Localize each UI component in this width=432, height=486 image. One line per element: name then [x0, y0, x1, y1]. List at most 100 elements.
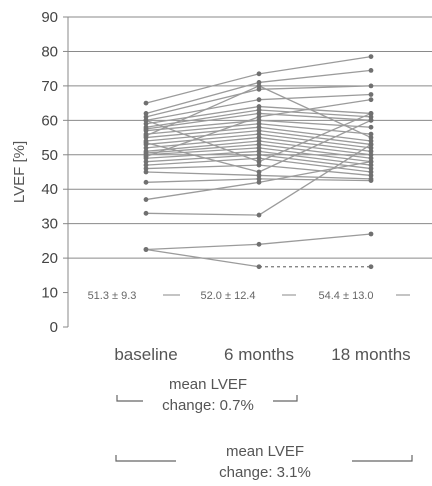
- category-label-baseline: baseline: [114, 345, 177, 364]
- data-point: [256, 131, 262, 137]
- data-point: [143, 197, 149, 202]
- y-tick-label: 0: [50, 319, 58, 336]
- data-point: [256, 169, 262, 175]
- series-segment: [145, 85, 260, 137]
- series-segment: [258, 126, 372, 142]
- series-segment: [258, 109, 372, 118]
- series-segment: [145, 143, 260, 154]
- series-segment: [145, 150, 260, 159]
- data-point: [256, 241, 262, 247]
- series-segment: [145, 181, 260, 201]
- series-segment: [145, 147, 260, 156]
- series-segment: [258, 55, 372, 75]
- data-point: [368, 173, 374, 178]
- data-point: [256, 162, 262, 168]
- data-point: [368, 145, 374, 151]
- data-point: [143, 162, 149, 168]
- series-segment: [145, 142, 260, 173]
- data-point: [256, 179, 262, 185]
- series-segment: [258, 99, 372, 118]
- patient-series: [143, 159, 374, 202]
- data-point: [256, 111, 262, 116]
- series-segment: [145, 126, 260, 139]
- data-point: [143, 140, 149, 146]
- series-segment: [258, 112, 372, 163]
- series-segment: [258, 174, 372, 180]
- y-tick-label: 30: [41, 216, 58, 233]
- series-segment: [145, 116, 260, 158]
- data-point: [368, 148, 374, 154]
- data-point: [368, 138, 374, 144]
- series-segment: [258, 157, 372, 173]
- data-point: [143, 166, 149, 171]
- data-point: [256, 212, 262, 218]
- data-point: [143, 133, 149, 139]
- data-point: [256, 264, 262, 270]
- summary-stats-row: 51.3 ± 9.3 52.0 ± 12.4 54.4 ± 13.0: [83, 289, 410, 303]
- label-backdrop: [83, 289, 141, 303]
- data-point: [256, 173, 262, 178]
- series-segment: [258, 93, 372, 101]
- data-point: [368, 178, 374, 184]
- data-point: [143, 128, 149, 134]
- category-label-6-months: 6 months: [224, 345, 294, 364]
- data-point: [143, 247, 149, 252]
- data-point: [256, 159, 262, 165]
- data-point: [256, 114, 262, 120]
- data-point: [368, 67, 374, 73]
- data-point: [368, 155, 374, 161]
- data-point: [256, 104, 262, 109]
- y-axis-label: LVEF [%]: [11, 141, 28, 203]
- data-point: [256, 124, 262, 130]
- summary-label-18-months: 54.4 ± 13.0: [319, 290, 374, 302]
- series-segment: [258, 69, 372, 84]
- gridlines: [68, 16, 432, 259]
- series-segment: [258, 133, 372, 149]
- data-point: [256, 86, 262, 92]
- patient-series: [143, 117, 374, 134]
- y-tick-label: 40: [41, 181, 58, 198]
- data-point: [256, 71, 262, 77]
- data-point: [368, 92, 374, 97]
- y-tick-label: 70: [41, 78, 58, 95]
- data-point: [368, 264, 374, 270]
- data-point: [368, 162, 374, 168]
- series-segment: [145, 109, 260, 128]
- series-segment: [258, 233, 372, 245]
- series-segment: [258, 150, 372, 166]
- y-tick-label: 80: [41, 43, 58, 60]
- patient-series: [143, 135, 374, 154]
- series-segment: [258, 154, 372, 170]
- bracket-baseline-18-months: mean LVEF change: 3.1%: [115, 443, 413, 481]
- data-point: [256, 152, 262, 158]
- series-lines: [143, 54, 374, 270]
- series-segment: [145, 243, 260, 251]
- series-segment: [145, 178, 260, 183]
- data-point: [368, 111, 374, 116]
- label-backdrop: [196, 289, 260, 303]
- data-point: [256, 121, 262, 127]
- series-segment: [258, 123, 372, 135]
- mean-change-label-line1: mean LVEF: [169, 376, 247, 393]
- patient-series: [143, 54, 374, 106]
- data-point: [368, 83, 374, 89]
- bracket-baseline-6-months: mean LVEF change: 0.7%: [116, 376, 298, 414]
- mean-change-total-line2: change: 3.1%: [219, 464, 311, 481]
- series-segment: [145, 248, 260, 268]
- patient-series: [143, 155, 374, 175]
- series-segment: [258, 140, 372, 156]
- data-point: [368, 159, 374, 165]
- data-point: [368, 135, 374, 140]
- data-point: [143, 210, 149, 216]
- patient-series: [143, 152, 374, 171]
- series-segment: [145, 212, 260, 216]
- data-point: [256, 142, 262, 147]
- data-point: [256, 148, 262, 154]
- data-point: [143, 117, 149, 123]
- data-point: [256, 80, 262, 85]
- data-point: [256, 107, 262, 113]
- data-point: [256, 138, 262, 144]
- summary-label-baseline: 51.3 ± 9.3: [88, 290, 137, 302]
- series-segment: [145, 112, 260, 130]
- data-point: [368, 231, 374, 237]
